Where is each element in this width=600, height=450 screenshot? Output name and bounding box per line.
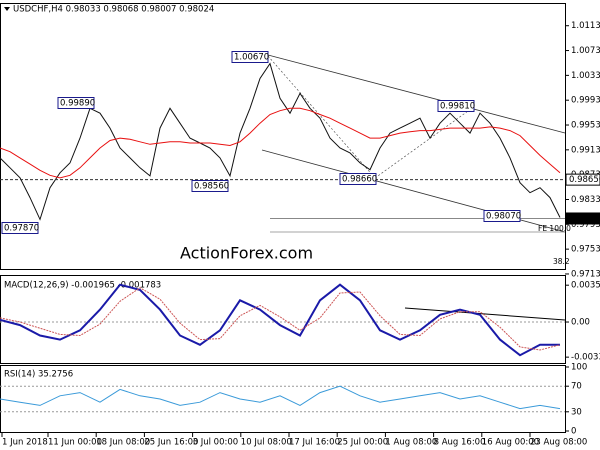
price-annotation: 0.98660: [342, 175, 377, 185]
fib-line: [374, 105, 476, 179]
y-tick-label: -0.003391: [571, 353, 600, 363]
price-panel: [0, 3, 566, 270]
price-annotation: 0.99890: [60, 99, 95, 109]
x-tick-label: 17 Jul 16:00: [289, 438, 340, 448]
x-tick-label: 10 Jul 08:00: [241, 438, 292, 448]
price-annotation: 1.00670: [234, 53, 269, 63]
price-annotation: 0.98560: [194, 182, 229, 192]
x-tick-label: 23 Aug 08:00: [530, 438, 587, 448]
series-line: [0, 62, 561, 221]
header: USDCHF,H4 0.98033 0.98068 0.98007 0.9802…: [13, 5, 214, 15]
price-annotation-box: [339, 173, 377, 185]
series-line: [0, 385, 561, 410]
fib-label: FE 100.0: [538, 224, 571, 233]
y-tick-label: 100: [571, 363, 587, 373]
price-tag: [565, 212, 600, 225]
x-tick-label: 1 Jun 2018: [2, 438, 48, 448]
fib-line: [267, 55, 376, 179]
series-line: [0, 287, 561, 351]
y-tick-label: 1.01130: [571, 21, 600, 31]
price-annotation: 0.99810: [440, 102, 475, 112]
x-tick-label: 25 Jun 16:00: [144, 438, 198, 448]
price-annotation-box: [191, 180, 229, 192]
y-tick-label: 70: [571, 382, 582, 392]
x-tick-label: 11 Jun 00:00: [48, 438, 102, 448]
channel-upper: [267, 54, 566, 134]
price-annotation-box: [437, 100, 475, 112]
price-annotation-box: [483, 210, 521, 222]
series-line: [0, 107, 561, 179]
x-tick-label: 3 Jul 00:00: [193, 438, 239, 448]
indicator-title: RSI(14) 35.2756: [4, 370, 73, 380]
y-tick-label: 0.00: [571, 318, 590, 328]
watermark: ActionForex.com: [180, 244, 313, 263]
y-tick-label: 0.003556: [571, 281, 600, 291]
price-tag-label: 0.98024: [569, 214, 600, 224]
x-tick-label: 16 Aug 00:00: [482, 438, 539, 448]
x-tick-label: 25 Jul 00:00: [337, 438, 388, 448]
price-tag: [565, 173, 600, 186]
x-tick-label: 18 Jun 08:00: [96, 438, 150, 448]
price-annotation: 0.98070: [486, 212, 521, 222]
y-tick-label: 0: [571, 427, 576, 437]
price-annotation-box: [57, 97, 95, 109]
indicator-title: MACD(12,26,9) -0.001965 -0.001783: [4, 281, 161, 291]
y-tick-label: 1.00730: [571, 46, 600, 56]
y-tick-label: 30: [571, 407, 582, 417]
macd-trendline: [404, 307, 566, 321]
x-tick-label: 1 Aug 08:00: [385, 438, 437, 448]
fib-label: 38.2: [553, 257, 570, 266]
price-annotation: 0.97870: [4, 224, 39, 234]
price-annotation-box: [1, 222, 39, 234]
price-annotation-box: [231, 51, 269, 63]
menu-triangle: [4, 7, 10, 11]
x-tick-label: 8 Aug 16:00: [434, 438, 486, 448]
